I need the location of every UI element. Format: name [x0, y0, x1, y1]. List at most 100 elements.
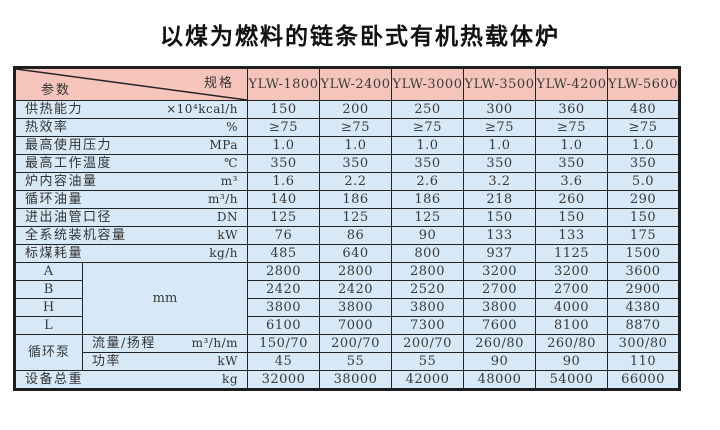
value-cell: 937 — [463, 244, 536, 263]
value-cell: 300 — [463, 100, 536, 119]
param-label-cell: 供热能力 ×10⁴kcal/h — [14, 100, 248, 119]
value-cell: 4380 — [607, 298, 680, 317]
value-cell: 350 — [463, 154, 536, 173]
value-cell: 2800 — [319, 262, 392, 281]
value-cell: 3800 — [463, 298, 536, 317]
param-label-cell-text: 全系统装机容量 — [25, 228, 127, 243]
value-cell: ≥75 — [463, 118, 536, 137]
param-label-cell-unit: ×10⁴kcal/h — [166, 102, 238, 116]
value-cell: 485 — [247, 244, 320, 263]
table-row: 供热能力 ×10⁴kcal/h 150 200 250 300 360 480 — [14, 100, 680, 119]
value-cell: 2700 — [535, 280, 608, 299]
value-cell: 2800 — [391, 262, 464, 281]
pump-sub-label-cell: 流量/扬程 m³/h/m — [82, 334, 248, 353]
value-cell: 218 — [463, 190, 536, 209]
value-cell: 54000 — [535, 370, 608, 390]
column-header-model: YLW-3500 — [463, 67, 536, 101]
value-cell: 90 — [463, 352, 536, 371]
diagonal-divider-line — [16, 69, 247, 100]
table-row: B 2420 2420 2520 2700 2700 2900 — [14, 280, 680, 299]
value-cell: 66000 — [607, 370, 680, 390]
param-label-cell-unit: % — [226, 120, 238, 134]
value-cell: 3600 — [607, 262, 680, 281]
value-cell: ≥75 — [247, 118, 320, 137]
value-cell: 2700 — [463, 280, 536, 299]
dimension-letter-cell: A — [14, 262, 83, 281]
value-cell: 8100 — [535, 316, 608, 335]
param-label-cell-unit: m³ — [220, 174, 238, 188]
value-cell: 260/80 — [535, 334, 608, 353]
value-cell: 350 — [247, 154, 320, 173]
total-weight-label-cell-text: 设备总重 — [25, 372, 84, 387]
column-header-model: YLW-2400 — [319, 67, 392, 101]
value-cell: 150/70 — [247, 334, 320, 353]
param-label-cell: 最高使用压力 MPa — [14, 136, 248, 155]
value-cell: 90 — [535, 352, 608, 371]
total-weight-label-cell: 设备总重 kg — [14, 370, 248, 390]
value-cell: 3800 — [319, 298, 392, 317]
param-label-cell-text: 最高使用压力 — [25, 138, 113, 153]
column-header-model: YLW-1800 — [247, 67, 320, 101]
table-row: 全系统装机容量 kW 76 86 90 133 133 175 — [14, 226, 680, 245]
value-cell: 150 — [607, 208, 680, 227]
value-cell: 2900 — [607, 280, 680, 299]
dimensions-unit-cell: mm — [82, 262, 248, 335]
param-label-cell: 标煤耗量 kg/h — [14, 244, 248, 263]
table-row: H 3800 3800 3800 3800 4000 4380 — [14, 298, 680, 317]
value-cell: 186 — [319, 190, 392, 209]
value-cell: 1125 — [535, 244, 608, 263]
value-cell: 175 — [607, 226, 680, 245]
table-row: 进出油管口径 DN 125 125 125 150 150 150 — [14, 208, 680, 227]
value-cell: 2.2 — [319, 172, 392, 191]
value-cell: 200 — [319, 100, 392, 119]
value-cell: 7600 — [463, 316, 536, 335]
spec-table-body: 供热能力 ×10⁴kcal/h 150 200 250 300 360 480 热效率% ≥75 ≥… — [14, 100, 680, 390]
corner-header-cell: 规格 参数 — [14, 67, 248, 101]
value-cell: 1.0 — [391, 136, 464, 155]
param-label-cell: 循环油量 m³/h — [14, 190, 248, 209]
value-cell: ≥75 — [319, 118, 392, 137]
value-cell: 32000 — [247, 370, 320, 390]
value-cell: 76 — [247, 226, 320, 245]
value-cell: 300/80 — [607, 334, 680, 353]
table-row: L 6100 7000 7300 7600 8100 8870 — [14, 316, 680, 335]
value-cell: 38000 — [319, 370, 392, 390]
value-cell: 8870 — [607, 316, 680, 335]
column-header-model: YLW-5600 — [607, 67, 680, 101]
value-cell: 350 — [607, 154, 680, 173]
value-cell: 110 — [607, 352, 680, 371]
value-cell: 55 — [391, 352, 464, 371]
value-cell: 360 — [535, 100, 608, 119]
param-label-cell-unit: kW — [217, 228, 238, 242]
dimension-letter-cell: H — [14, 298, 83, 317]
param-label-cell-unit: DN — [216, 210, 238, 224]
value-cell: 3.6 — [535, 172, 608, 191]
table-row: 炉内容油量 m³ 1.6 2.2 2.6 3.2 3.6 5.0 — [14, 172, 680, 191]
value-cell: 42000 — [391, 370, 464, 390]
param-label-cell: 炉内容油量 m³ — [14, 172, 248, 191]
value-cell: 1.0 — [535, 136, 608, 155]
value-cell: 2420 — [319, 280, 392, 299]
value-cell: 125 — [391, 208, 464, 227]
value-cell: 800 — [391, 244, 464, 263]
value-cell: 350 — [391, 154, 464, 173]
value-cell: ≥75 — [535, 118, 608, 137]
value-cell: 125 — [247, 208, 320, 227]
dimension-letter-cell: B — [14, 280, 83, 299]
param-label-cell-text: 循环油量 — [25, 192, 84, 207]
pump-sub-label-cell-unit: kW — [217, 354, 238, 368]
value-cell: 640 — [319, 244, 392, 263]
value-cell: 3200 — [463, 262, 536, 281]
value-cell: 125 — [319, 208, 392, 227]
value-cell: 200/70 — [319, 334, 392, 353]
value-cell: 1.0 — [247, 136, 320, 155]
param-label-cell-unit: MPa — [209, 138, 238, 152]
value-cell: 200/70 — [391, 334, 464, 353]
value-cell: 140 — [247, 190, 320, 209]
value-cell: 290 — [607, 190, 680, 209]
param-label-cell-text: 标煤耗量 — [25, 246, 84, 261]
spec-table: 规格 参数 YLW-1800 YLW-2400 YLW-3000 YLW-350… — [13, 66, 681, 391]
value-cell: 3800 — [391, 298, 464, 317]
value-cell: 480 — [607, 100, 680, 119]
